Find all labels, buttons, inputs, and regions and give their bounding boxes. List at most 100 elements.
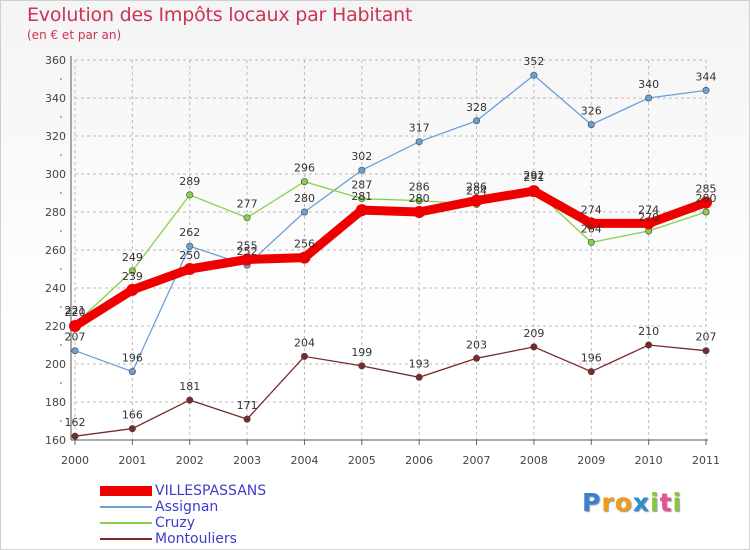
logo-letter: t [659, 488, 673, 517]
x-tick-label: 2005 [348, 454, 376, 467]
data-point-assignan [128, 368, 136, 376]
legend-swatch [100, 538, 152, 540]
data-point-cruzy [186, 191, 194, 199]
data-label-assignan: 317 [409, 122, 430, 135]
series-layer [69, 71, 712, 440]
data-point-cruzy [243, 214, 251, 222]
data-label-montouliers: 162 [65, 416, 86, 429]
data-label-montouliers: 199 [351, 346, 372, 359]
data-point-assignan [473, 117, 481, 125]
data-point-villespassans [183, 263, 196, 275]
x-tick-label: 2007 [463, 454, 491, 467]
data-point-montouliers [243, 415, 251, 423]
data-label-villespassans: 255 [237, 240, 258, 253]
chart-title: Evolution des Impôts locaux par Habitant [27, 4, 413, 26]
data-label-villespassans: 220 [65, 306, 86, 319]
data-point-villespassans [355, 204, 368, 217]
data-label-villespassans: 239 [122, 270, 143, 283]
data-point-montouliers [186, 396, 194, 404]
data-label-assignan: 252 [237, 245, 258, 258]
data-label-villespassans: 285 [696, 183, 717, 196]
x-tick-label: 2006 [405, 454, 433, 467]
legend-swatch [100, 486, 152, 496]
logo-letter: x [632, 488, 650, 517]
data-point-cruzy [300, 178, 308, 186]
data-point-assignan [415, 138, 423, 146]
data-point-montouliers [645, 341, 653, 349]
data-label-assignan: 352 [523, 55, 544, 68]
data-label-villespassans: 256 [294, 238, 315, 251]
x-tick-label: 2000 [61, 454, 89, 467]
data-label-assignan: 280 [294, 192, 315, 205]
x-tick-label: 2010 [635, 454, 663, 467]
data-label-assignan: 196 [122, 352, 143, 365]
x-tick-label: 2004 [290, 454, 318, 467]
data-label-cruzy: 277 [237, 198, 258, 211]
series-line-montouliers [74, 344, 707, 437]
x-tick-label: 2009 [577, 454, 605, 467]
y-tick-label: 320 [45, 130, 66, 143]
y-tick-label: 160 [45, 434, 66, 447]
chart-subtitle: (en € et par an) [27, 28, 122, 42]
data-point-villespassans [527, 185, 540, 198]
y-tick-label: 300 [45, 168, 66, 181]
data-label-cruzy: 296 [294, 162, 315, 175]
logo-letter: P [582, 488, 602, 517]
data-label-assignan: 328 [466, 101, 487, 114]
data-point-villespassans [585, 217, 598, 230]
data-point-villespassans [126, 283, 139, 296]
data-label-villespassans: 274 [581, 203, 602, 216]
logo-letter: i [672, 488, 683, 517]
data-point-montouliers [473, 354, 481, 362]
legend-label: Montouliers [155, 531, 237, 547]
y-tick-label: 360 [45, 54, 66, 67]
data-point-assignan [186, 242, 194, 250]
data-point-montouliers [358, 362, 366, 370]
data-point-montouliers [71, 432, 79, 440]
grid [74, 59, 707, 441]
data-point-villespassans [298, 251, 311, 264]
data-label-montouliers: 203 [466, 338, 487, 351]
legend-swatch [100, 522, 152, 524]
data-label-montouliers: 204 [294, 336, 315, 349]
data-point-cruzy [415, 197, 423, 205]
legend-label: VILLESPASSANS [155, 483, 267, 499]
data-label-cruzy: 292 [523, 169, 544, 182]
data-label-montouliers: 207 [696, 331, 717, 344]
data-label-cruzy: 249 [122, 251, 143, 264]
data-label-cruzy: 221 [65, 304, 86, 317]
data-label-villespassans: 280 [409, 192, 430, 205]
data-label-montouliers: 181 [179, 380, 200, 393]
data-point-villespassans [69, 320, 81, 332]
data-label-montouliers: 210 [638, 325, 659, 338]
data-label-cruzy: 284 [466, 184, 487, 197]
data-point-villespassans [700, 196, 712, 209]
proxiti-logo: Proxiti [582, 488, 682, 517]
data-label-montouliers: 193 [409, 357, 430, 370]
y-tick-label: 180 [45, 396, 66, 409]
x-tick-label: 2002 [176, 454, 204, 467]
data-label-montouliers: 166 [122, 409, 143, 422]
series-line-assignan [74, 74, 707, 373]
logo-letter: o [614, 488, 633, 517]
data-label-assignan: 344 [696, 70, 717, 83]
data-label-assignan: 326 [581, 105, 602, 118]
data-point-montouliers [415, 373, 423, 381]
logo-letter: r [601, 488, 615, 517]
data-point-montouliers [530, 343, 538, 351]
data-label-cruzy: 270 [638, 211, 659, 224]
data-label-assignan: 262 [179, 226, 200, 239]
data-label-assignan: 302 [351, 150, 372, 163]
data-label-cruzy: 287 [351, 179, 372, 192]
x-tick-label: 2011 [692, 454, 720, 467]
data-point-villespassans [470, 194, 483, 207]
data-label-cruzy: 286 [409, 181, 430, 194]
data-label-montouliers: 196 [581, 352, 602, 365]
data-point-assignan [530, 71, 538, 79]
data-point-cruzy [587, 238, 595, 246]
y-tick-label: 200 [45, 358, 66, 371]
y-tick-label: 220 [45, 320, 66, 333]
data-point-montouliers [128, 425, 136, 433]
